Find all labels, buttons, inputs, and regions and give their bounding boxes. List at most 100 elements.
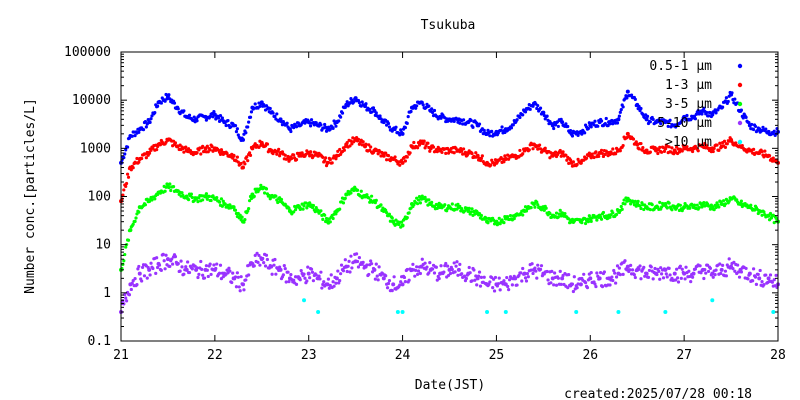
data-point	[354, 252, 359, 256]
data-point	[546, 278, 550, 282]
data-point	[310, 270, 315, 274]
data-point	[524, 279, 529, 283]
data-point	[571, 289, 575, 294]
data-point	[399, 280, 403, 284]
data-point	[319, 209, 323, 213]
data-point	[178, 269, 182, 273]
data-point	[129, 168, 133, 172]
data-point	[453, 270, 457, 274]
data-point	[542, 208, 546, 212]
data-point	[374, 262, 378, 266]
data-point	[614, 212, 619, 217]
data-point	[241, 165, 246, 170]
data-point	[140, 265, 145, 270]
data-point	[164, 253, 168, 257]
data-point	[311, 203, 316, 208]
data-point	[264, 187, 269, 191]
data-point	[200, 267, 204, 271]
data-point	[323, 213, 327, 217]
data-point	[467, 265, 471, 270]
data-point	[408, 151, 412, 155]
data-point	[512, 217, 516, 221]
data-point	[531, 201, 536, 206]
data-point	[179, 259, 183, 263]
data-point	[566, 286, 570, 290]
y-tick-label: 10000	[72, 93, 111, 108]
data-point	[657, 269, 661, 274]
data-point	[214, 266, 218, 271]
data-point	[488, 280, 492, 284]
data-point	[517, 273, 521, 278]
data-point	[691, 271, 696, 276]
data-point	[616, 117, 621, 122]
data-point	[400, 282, 405, 287]
data-point	[173, 141, 178, 145]
data-point	[460, 207, 464, 211]
data-point	[302, 298, 307, 303]
data-point	[379, 203, 383, 207]
data-point	[130, 281, 134, 285]
data-point	[226, 118, 230, 123]
data-point	[700, 112, 704, 116]
data-point	[298, 278, 302, 282]
data-point	[205, 144, 209, 148]
data-point	[510, 283, 514, 287]
data-point	[482, 275, 486, 279]
data-point	[620, 207, 624, 211]
data-point	[642, 265, 646, 269]
data-point	[737, 275, 742, 279]
data-point	[637, 104, 641, 109]
data-point	[710, 112, 715, 117]
data-point	[670, 146, 674, 150]
data-point	[215, 262, 219, 266]
data-point	[719, 267, 724, 272]
data-point	[718, 141, 722, 145]
data-point	[633, 97, 637, 101]
data-point	[548, 211, 552, 216]
data-point	[767, 154, 772, 158]
data-point	[332, 284, 336, 288]
data-point	[461, 118, 466, 122]
data-point	[287, 279, 291, 284]
data-point	[739, 108, 743, 112]
data-point	[402, 275, 407, 280]
data-point	[423, 261, 427, 265]
data-point	[292, 126, 296, 130]
data-point	[264, 253, 269, 257]
data-point	[473, 212, 477, 216]
data-point	[478, 284, 483, 288]
data-point	[603, 152, 607, 156]
data-point	[639, 141, 643, 146]
data-point	[711, 275, 715, 279]
data-point	[387, 212, 392, 216]
data-point	[649, 265, 653, 269]
data-point	[318, 277, 322, 281]
data-point	[334, 157, 338, 161]
data-point	[334, 212, 338, 216]
data-point	[638, 204, 642, 208]
data-point	[762, 210, 766, 214]
data-point	[485, 310, 490, 315]
data-point	[153, 111, 157, 115]
data-point	[381, 276, 386, 281]
data-point	[545, 114, 549, 118]
data-point	[717, 148, 721, 153]
data-point	[246, 125, 250, 129]
data-point	[204, 192, 209, 196]
data-point	[655, 272, 659, 277]
data-point	[246, 159, 250, 163]
data-point	[646, 275, 651, 279]
data-point	[564, 153, 568, 157]
data-point	[240, 215, 244, 219]
data-point	[171, 262, 175, 266]
data-point	[376, 278, 380, 282]
data-point	[190, 195, 194, 200]
data-point	[125, 172, 130, 176]
data-point	[712, 146, 716, 151]
data-point	[714, 268, 718, 272]
data-point	[272, 263, 276, 267]
data-point	[180, 265, 184, 269]
data-point	[257, 253, 261, 258]
data-point	[427, 198, 431, 202]
data-point	[667, 201, 671, 205]
